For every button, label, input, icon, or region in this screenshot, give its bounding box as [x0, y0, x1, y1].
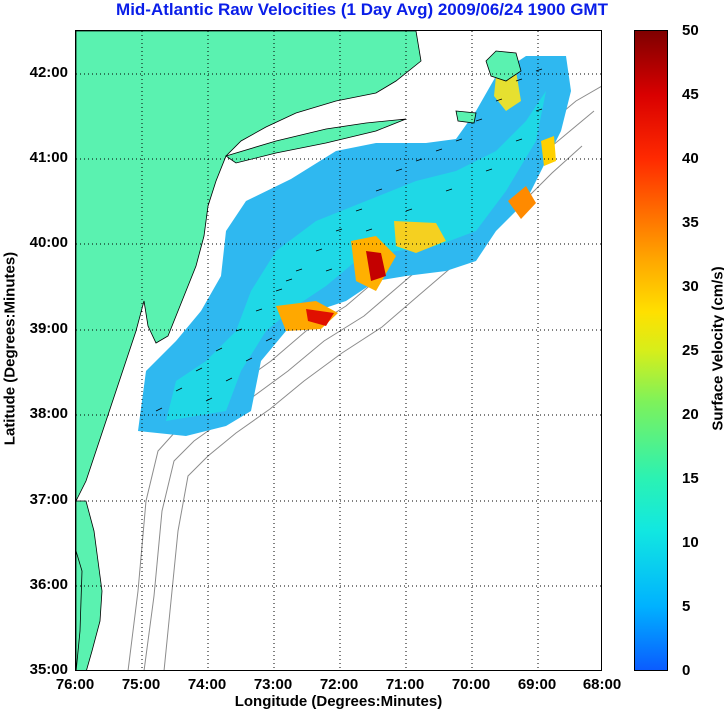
y-tick-label: 41:00 — [29, 149, 68, 166]
colorbar-tick-label: 5 — [682, 598, 691, 615]
colorbar — [634, 30, 668, 671]
x-tick-label: 72:00 — [319, 676, 359, 693]
colorbar-title: Surface Velocity (cm/s) — [709, 266, 724, 431]
map-title: Mid-Atlantic Raw Velocities (1 Day Avg) … — [116, 0, 608, 19]
colorbar-tick-label: 0 — [682, 662, 691, 679]
colorbar-tick-label: 50 — [682, 22, 699, 39]
colorbar-tick-label: 10 — [682, 534, 699, 551]
y-tick-label: 39:00 — [29, 320, 68, 337]
x-tick-label: 73:00 — [253, 676, 293, 693]
velocity-vectors — [155, 68, 543, 412]
y-tick-label: 40:00 — [29, 234, 68, 251]
y-axis-title: Latitude (Degrees:Minutes) — [1, 251, 19, 446]
colorbar-tick-label: 40 — [682, 150, 699, 167]
x-axis-title: Longitude (Degrees:Minutes) — [234, 693, 443, 710]
colorbar-tick-label: 35 — [682, 214, 699, 231]
map-canvas — [76, 31, 601, 670]
colorbar-tick-label: 45 — [682, 86, 699, 103]
x-tick-label: 69:00 — [517, 676, 557, 693]
y-tick-label: 37:00 — [29, 491, 68, 508]
x-tick-label: 76:00 — [55, 676, 95, 693]
x-tick-label: 75:00 — [121, 676, 161, 693]
x-tick-label: 70:00 — [451, 676, 491, 693]
y-tick-label: 42:00 — [29, 64, 68, 81]
map-plot — [75, 30, 602, 671]
colorbar-tick-label: 20 — [682, 406, 699, 423]
x-tick-label: 71:00 — [385, 676, 425, 693]
land — [76, 31, 522, 670]
y-tick-label: 36:00 — [29, 576, 68, 593]
y-tick-label: 35:00 — [29, 661, 68, 678]
velocity-field — [138, 56, 571, 436]
grid-lines — [76, 31, 601, 670]
x-tick-label: 74:00 — [187, 676, 227, 693]
colorbar-tick-label: 25 — [682, 342, 699, 359]
y-tick-label: 38:00 — [29, 405, 68, 422]
colorbar-tick-label: 30 — [682, 278, 699, 295]
colorbar-tick-label: 15 — [682, 470, 699, 487]
x-tick-label: 68:00 — [582, 676, 622, 693]
